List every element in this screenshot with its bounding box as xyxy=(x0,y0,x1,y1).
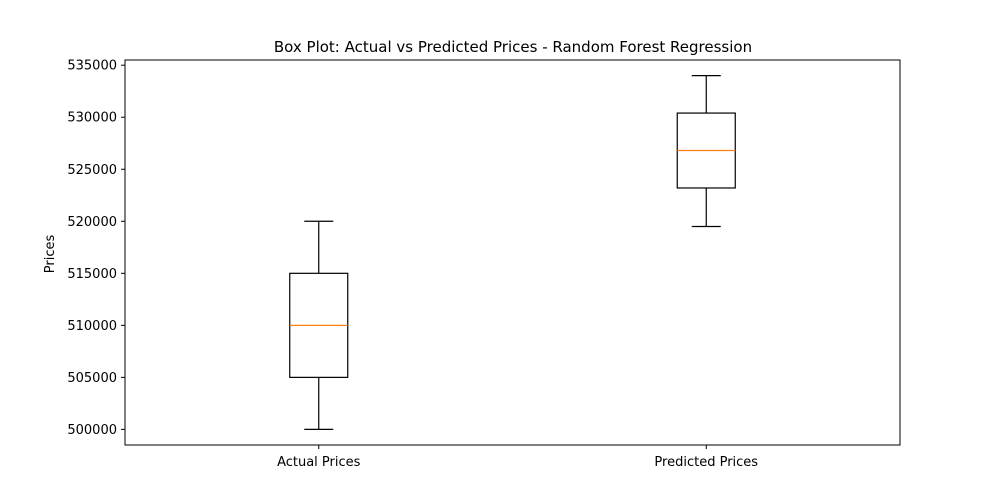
x-tick-label: Actual Prices xyxy=(277,455,361,470)
x-tick-label: Predicted Prices xyxy=(654,455,758,470)
y-tick-label: 535000 xyxy=(67,59,117,74)
y-tick-label: 505000 xyxy=(67,371,117,386)
box-1 xyxy=(289,220,349,430)
plot-area-frame xyxy=(124,59,901,446)
chart-title: Box Plot: Actual vs Predicted Prices - R… xyxy=(274,38,752,56)
y-tick-label: 520000 xyxy=(67,215,117,230)
x-axis-ticks: Actual Prices Predicted Prices xyxy=(277,445,758,470)
box-series xyxy=(289,75,736,430)
y-axis-ticks: 500000 505000 510000 515000 520000 525000 5300… xyxy=(67,59,125,438)
y-axis-label: Prices xyxy=(43,235,58,274)
y-tick-label: 515000 xyxy=(67,267,117,282)
y-tick-label: 500000 xyxy=(67,423,117,438)
y-tick-label: 525000 xyxy=(67,163,117,178)
y-tick-label: 510000 xyxy=(67,319,117,334)
y-tick-label: 530000 xyxy=(67,111,117,126)
box-2 xyxy=(676,75,736,228)
